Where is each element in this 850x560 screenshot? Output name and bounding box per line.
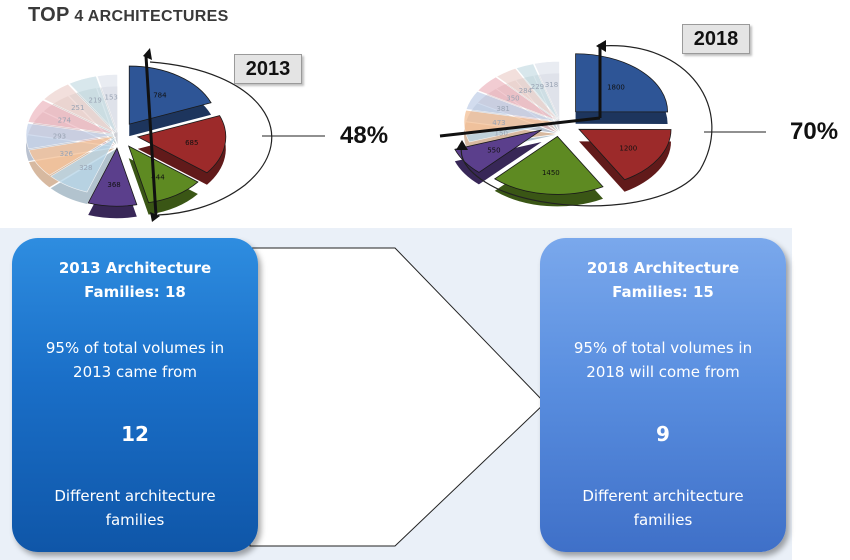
- card-2018-foot-line1: Different architecture: [582, 487, 744, 505]
- card-2018-heading-line1: 2018 Architecture: [586, 259, 740, 277]
- pie-slice: [136, 115, 227, 174]
- card-2018-number: 9: [656, 422, 670, 446]
- card-2013-heading-line2: Families: 18: [84, 283, 186, 301]
- card-2013-foot-line2: families: [105, 511, 165, 529]
- pie-slice-label: 219: [89, 96, 102, 104]
- pie-chart-2013: 784 685 444 368 328 326 293 274 251 219 153: [25, 65, 227, 219]
- pie-slice: [25, 122, 115, 150]
- pie-slice: [50, 136, 117, 193]
- pie-slice-label: 293: [53, 133, 66, 141]
- pie-slice-label: 284: [519, 87, 533, 95]
- pie-slice-label: 328: [79, 164, 92, 172]
- pie-slice-label: 444: [151, 173, 165, 181]
- pie-slice: [465, 90, 557, 122]
- pie-slice-label: 150: [495, 129, 508, 137]
- pie-slice: [477, 76, 558, 121]
- pie-slice-depth: [454, 141, 542, 185]
- pie-slice: [27, 99, 115, 135]
- pie-slice: [28, 135, 115, 176]
- arrowhead-2013-top: [143, 48, 152, 60]
- pie-slice: [494, 135, 604, 195]
- title-part1: TOP: [28, 4, 70, 26]
- pie-slice-label: 153: [105, 94, 118, 102]
- card-2018-heading-line2: Families: 15: [612, 283, 714, 301]
- card-2018-footer: Different architecture families: [540, 484, 786, 532]
- pie-charts: 784 685 444 368 328 326 293 274 251 219 153 1800 12…: [25, 40, 766, 222]
- pie-slice: [465, 122, 557, 143]
- card-2018-heading: 2018 Architecture Families: 15: [540, 256, 786, 304]
- pie-slice-label: 1800: [607, 83, 625, 91]
- card-2013-heading: 2013 Architecture Families: 18: [12, 256, 258, 304]
- arrowhead-2018-bottom: [456, 140, 468, 150]
- percent-2018: 70%: [790, 118, 839, 145]
- pie-slice-label: 473: [492, 119, 505, 127]
- card-2018-text-line2: 2018 will come from: [586, 363, 740, 381]
- pie-slice: [578, 128, 672, 181]
- pie-slice: [533, 61, 560, 120]
- pie-slice: [87, 147, 138, 207]
- card-2013: 2013 Architecture Families: 18 95% of to…: [12, 238, 258, 552]
- pie-slice-label: 274: [58, 117, 72, 125]
- divider-2013: [144, 55, 158, 217]
- pie-slice-label: 229: [531, 83, 544, 91]
- pie-slice-label: 381: [496, 105, 509, 113]
- pie-slice: [515, 63, 559, 120]
- pie-slice-label: 350: [506, 94, 519, 102]
- callout-arc-2013: [149, 61, 273, 216]
- pie-slice-label: 318: [545, 81, 558, 89]
- year-label-2013: 2013: [234, 54, 302, 84]
- card-2018-text: 95% of total volumes in 2018 will come f…: [540, 336, 786, 384]
- card-2013-foot-line1: Different architecture: [54, 487, 216, 505]
- pie-slice-label: 550: [487, 147, 500, 155]
- pie-slice: [96, 74, 118, 133]
- card-2013-heading-line1: 2013 Architecture: [58, 259, 212, 277]
- pie-slice-label: 784: [153, 91, 167, 99]
- card-2013-footer: Different architecture families: [12, 484, 258, 532]
- card-2018-text-line1: 95% of total volumes in: [573, 339, 753, 357]
- pie-slice-label: 368: [107, 181, 120, 189]
- pie-slice-label: 1200: [619, 144, 637, 152]
- card-2013-number: 12: [121, 422, 149, 446]
- pie-slice-label: 1450: [542, 169, 560, 177]
- card-2013-text: 95% of total volumes in 2013 came from: [12, 336, 258, 384]
- year-label-2018: 2018: [682, 24, 750, 54]
- divider-2018-horizontal: [439, 116, 601, 138]
- percent-2013: 48%: [340, 122, 389, 149]
- title-part2: 4 ARCHITECTURES: [74, 8, 229, 25]
- callout-arc-2018: [460, 45, 713, 207]
- pie-slice-label: 326: [60, 150, 74, 158]
- arrowhead-2013-bottom: [150, 212, 160, 222]
- card-2018: 2018 Architecture Families: 15 95% of to…: [540, 238, 786, 552]
- pie-slice: [43, 83, 116, 134]
- pie-slice: [496, 67, 558, 121]
- pie-slice-label: 685: [185, 139, 198, 147]
- card-2013-text-line2: 2013 came from: [73, 363, 197, 381]
- pie-slice: [68, 75, 117, 133]
- card-2018-foot-line2: families: [633, 511, 693, 529]
- pie-slice-label: 251: [71, 104, 84, 112]
- page-title: TOP 4 ARCHITECTURES: [28, 4, 229, 27]
- card-2013-text-line1: 95% of total volumes in: [45, 339, 225, 357]
- pie-slice: [128, 145, 199, 204]
